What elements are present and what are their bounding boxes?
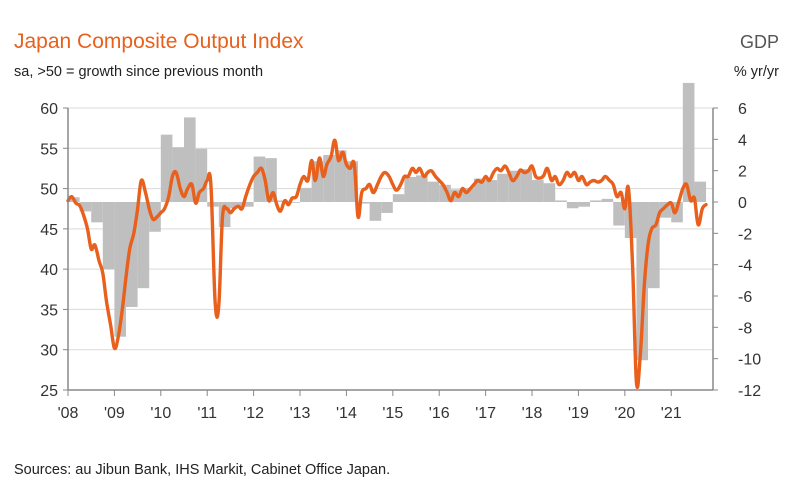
- gdp-bar: [230, 202, 243, 209]
- gdp-bar: [160, 134, 173, 202]
- gdp-bar: [79, 202, 92, 212]
- gdp-bar: [416, 175, 428, 202]
- gdp-bar: [91, 202, 103, 223]
- gdp-bar: [659, 202, 672, 218]
- gdp-bar: [242, 202, 254, 207]
- gdp-bar: [590, 200, 602, 202]
- left-tick-label: 30: [40, 343, 58, 360]
- gdp-bar: [102, 202, 115, 270]
- left-tick-label: 55: [40, 141, 58, 158]
- gdp-bar: [184, 117, 196, 202]
- gdp-bar: [392, 194, 405, 202]
- gdp-bar: [613, 202, 625, 226]
- chart-subtitle: sa, >50 = growth since previous month: [14, 64, 264, 80]
- gdp-bar: [311, 161, 324, 202]
- right-axis-unit: % yr/yr: [733, 64, 779, 80]
- gdp-bar: [508, 170, 521, 202]
- gdp-bar: [369, 202, 382, 221]
- left-tick-label: 40: [40, 262, 58, 279]
- gdp-bar: [578, 202, 591, 207]
- gdp-bar: [253, 156, 266, 202]
- x-tick-label: '15: [382, 405, 403, 422]
- gdp-bar: [601, 198, 614, 202]
- gdp-bar: [648, 202, 660, 289]
- gdp-bar: [462, 187, 475, 202]
- x-tick-label: '18: [522, 405, 543, 422]
- gdp-bar: [485, 180, 498, 202]
- left-tick-label: 50: [40, 182, 58, 199]
- x-tick-label: '17: [475, 405, 496, 422]
- right-tick-label: -2: [738, 226, 752, 243]
- right-tick-label: 6: [738, 101, 747, 118]
- gdp-bar: [114, 202, 127, 337]
- x-tick-label: '10: [150, 405, 171, 422]
- pmi-line: [66, 138, 708, 390]
- gdp-bar: [265, 158, 277, 202]
- right-tick-label: -6: [738, 289, 752, 306]
- gdp-bar: [427, 181, 440, 202]
- gdp-bar: [694, 181, 707, 202]
- gdp-bar: [520, 169, 533, 202]
- gdp-bar: [300, 187, 312, 202]
- gdp-bar: [126, 202, 138, 307]
- x-tick-label: '11: [197, 405, 217, 422]
- left-tick-label: 60: [40, 101, 58, 118]
- gdp-bar: [543, 183, 556, 202]
- gdp-bar: [323, 155, 335, 202]
- gdp-bar: [555, 200, 567, 202]
- gdp-bar: [682, 82, 695, 202]
- gdp-bar: [334, 150, 347, 202]
- right-tick-label: 2: [738, 164, 747, 181]
- pmi-line-group: [66, 138, 708, 390]
- x-tick-label: '08: [58, 405, 79, 422]
- gdp-bar: [288, 202, 301, 203]
- right-tick-label: -4: [738, 258, 752, 275]
- right-tick-label: -10: [738, 352, 761, 369]
- gdp-bar: [566, 202, 579, 209]
- gdp-bar: [636, 202, 649, 361]
- gdp-bar: [404, 176, 417, 202]
- left-tick-label: 35: [40, 302, 58, 319]
- left-tick-label: 25: [40, 383, 58, 400]
- x-tick-label: '21: [661, 405, 682, 422]
- gdp-bar: [474, 178, 486, 202]
- gdp-bar: [497, 173, 509, 202]
- x-tick-label: '20: [614, 405, 635, 422]
- x-tick-label: '09: [104, 405, 125, 422]
- right-tick-label: 4: [738, 132, 747, 149]
- gdp-bar: [137, 202, 150, 289]
- right-tick-label: 0: [738, 195, 747, 212]
- x-tick-label: '14: [336, 405, 357, 422]
- x-tick-label: '12: [243, 405, 264, 422]
- source-note: Sources: au Jibun Bank, IHS Markit, Cabi…: [14, 462, 391, 478]
- gdp-bar: [346, 161, 359, 202]
- gdp-bar: [218, 202, 231, 228]
- right-tick-label: -8: [738, 320, 752, 337]
- gdp-bar: [358, 202, 370, 204]
- gdp-bar: [439, 184, 451, 202]
- x-tick-label: '13: [290, 405, 311, 422]
- left-tick-label: 45: [40, 222, 58, 239]
- axes: [67, 108, 714, 391]
- gdp-bar: [381, 202, 393, 213]
- left-axis-ticks: 60 55 50 45 40 35 30 25: [40, 101, 68, 400]
- x-tick-label: '16: [429, 405, 450, 422]
- gdp-bar: [195, 148, 208, 202]
- right-axis-title: GDP: [739, 32, 779, 52]
- x-tick-label: '19: [568, 405, 589, 422]
- x-axis-ticks: '08 '09 '10 '11 '12 '13 '14 '15 '16 '17 '18 '19 '20 '…: [58, 390, 682, 422]
- gdp-bar: [532, 180, 544, 202]
- right-tick-label: -12: [738, 383, 761, 400]
- gdp-bars: [68, 82, 707, 361]
- right-axis-ticks: 6 4 2 0 -2 -4 -6 -8 -10 -12: [713, 101, 761, 400]
- chart-title: Japan Composite Output Index: [14, 30, 304, 53]
